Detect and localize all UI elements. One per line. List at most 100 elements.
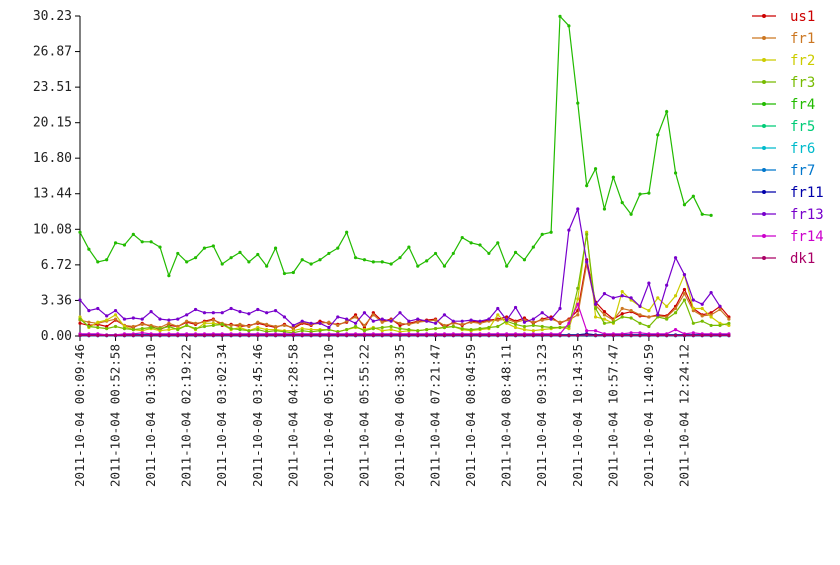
- data-point: [363, 334, 366, 337]
- data-point: [238, 334, 241, 337]
- data-point: [487, 326, 490, 329]
- data-point: [310, 322, 313, 325]
- data-point: [576, 297, 579, 300]
- data-point: [283, 334, 286, 337]
- x-tick-label: 2011-10-04 10:57:47: [605, 344, 620, 487]
- data-point: [167, 274, 170, 277]
- data-point: [710, 315, 713, 318]
- data-point: [487, 317, 490, 320]
- data-point: [381, 334, 384, 337]
- legend-label: fr2: [790, 53, 815, 69]
- data-point: [194, 308, 197, 311]
- data-point: [612, 334, 615, 337]
- data-point: [354, 322, 357, 325]
- legend-marker: [762, 234, 766, 238]
- data-point: [434, 327, 437, 330]
- data-point: [398, 334, 401, 337]
- data-point: [612, 176, 615, 179]
- data-point: [558, 326, 561, 329]
- data-point: [496, 241, 499, 244]
- data-point: [541, 233, 544, 236]
- data-point: [505, 265, 508, 268]
- data-point: [585, 233, 588, 236]
- data-point: [416, 265, 419, 268]
- data-point: [256, 308, 259, 311]
- data-point: [416, 321, 419, 324]
- data-point: [150, 326, 153, 329]
- data-point: [230, 327, 233, 330]
- x-tick-label: 2011-10-04 11:40:59: [641, 344, 656, 487]
- data-point: [603, 207, 606, 210]
- legend-marker: [762, 36, 766, 40]
- data-point: [701, 213, 704, 216]
- legend-entry-fr1: fr1: [752, 31, 815, 47]
- data-point: [105, 334, 108, 337]
- data-point: [425, 320, 428, 323]
- data-point: [630, 334, 633, 337]
- data-point: [203, 322, 206, 325]
- data-point: [238, 310, 241, 313]
- data-point: [274, 334, 277, 337]
- y-tick-label: 6.72: [41, 258, 72, 273]
- data-point: [105, 258, 108, 261]
- data-point: [194, 334, 197, 337]
- data-point: [656, 313, 659, 316]
- data-point: [692, 334, 695, 337]
- data-point: [327, 252, 330, 255]
- data-point: [310, 334, 313, 337]
- data-point: [514, 306, 517, 309]
- data-point: [354, 334, 357, 337]
- legend-entry-fr5: fr5: [752, 119, 815, 135]
- data-point: [87, 321, 90, 324]
- data-point: [381, 326, 384, 329]
- data-point: [621, 334, 624, 337]
- data-point: [567, 334, 570, 337]
- data-point: [452, 320, 455, 323]
- data-point: [203, 325, 206, 328]
- data-point: [292, 324, 295, 327]
- data-point: [87, 309, 90, 312]
- data-point: [221, 334, 224, 337]
- data-point: [372, 313, 375, 316]
- data-point: [434, 319, 437, 322]
- data-point: [621, 201, 624, 204]
- data-point: [496, 334, 499, 337]
- data-point: [710, 334, 713, 337]
- data-point: [638, 305, 641, 308]
- data-point: [594, 329, 597, 332]
- series-lines: [78, 15, 730, 338]
- data-point: [167, 325, 170, 328]
- data-point: [381, 260, 384, 263]
- data-point: [603, 292, 606, 295]
- x-tick-label: 2011-10-04 03:02:34: [214, 344, 229, 487]
- data-point: [461, 320, 464, 323]
- data-point: [265, 334, 268, 337]
- data-point: [96, 334, 99, 337]
- x-tick-label: 2011-10-04 00:52:58: [108, 344, 123, 487]
- data-point: [274, 247, 277, 250]
- data-point: [425, 328, 428, 331]
- data-point: [256, 328, 259, 331]
- data-point: [78, 317, 81, 320]
- data-point: [372, 334, 375, 337]
- data-point: [167, 334, 170, 337]
- data-point: [390, 262, 393, 265]
- data-point: [78, 322, 81, 325]
- data-point: [514, 326, 517, 329]
- data-point: [123, 243, 126, 246]
- data-point: [496, 325, 499, 328]
- data-point: [318, 322, 321, 325]
- data-point: [523, 321, 526, 324]
- data-point: [514, 323, 517, 326]
- data-point: [398, 311, 401, 314]
- data-point: [230, 324, 233, 327]
- data-point: [594, 334, 597, 337]
- data-point: [683, 203, 686, 206]
- data-point: [452, 334, 455, 337]
- data-point: [443, 313, 446, 316]
- data-point: [327, 326, 330, 329]
- data-point: [407, 328, 410, 331]
- data-point: [710, 291, 713, 294]
